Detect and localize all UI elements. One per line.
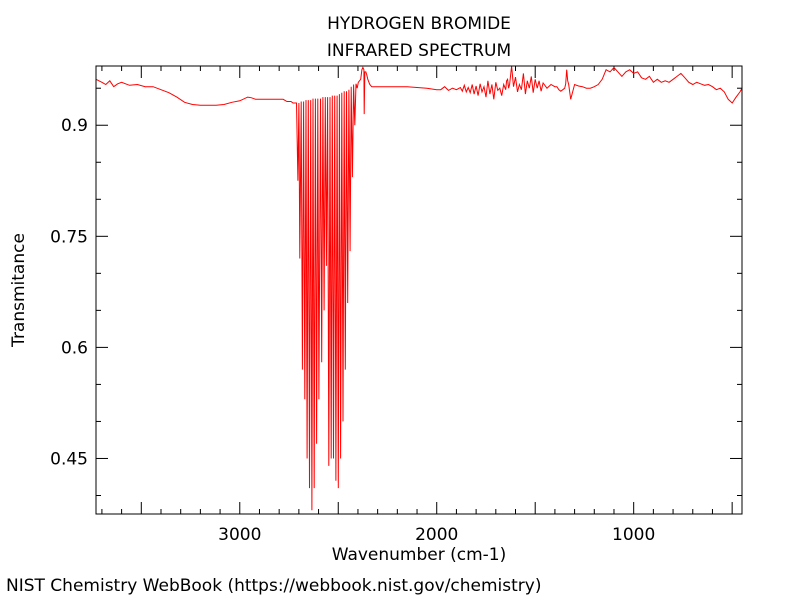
x-tick-label: 2000 xyxy=(415,525,458,545)
axis-ticks xyxy=(96,66,742,514)
axis-tick-labels: 3000 2000 1000 0.45 0.6 0.75 0.9 xyxy=(50,116,655,545)
x-tick-label: 1000 xyxy=(612,525,655,545)
y-tick-label: 0.6 xyxy=(61,338,88,358)
source-credit: NIST Chemistry WebBook (https://webbook.… xyxy=(6,576,542,596)
y-tick-label: 0.9 xyxy=(61,116,88,136)
x-tick-label: 3000 xyxy=(218,525,261,545)
spectrum-line xyxy=(95,65,743,511)
plot-frame xyxy=(95,65,743,515)
x-axis-label: Wavenumber (cm-1) xyxy=(332,545,507,565)
chart-title: HYDROGEN BROMIDE xyxy=(327,14,511,34)
chart-subtitle: INFRARED SPECTRUM xyxy=(327,41,511,61)
y-tick-label: 0.75 xyxy=(50,227,88,247)
y-axis-label: Transmitance xyxy=(9,233,29,348)
y-tick-label: 0.45 xyxy=(50,449,88,469)
